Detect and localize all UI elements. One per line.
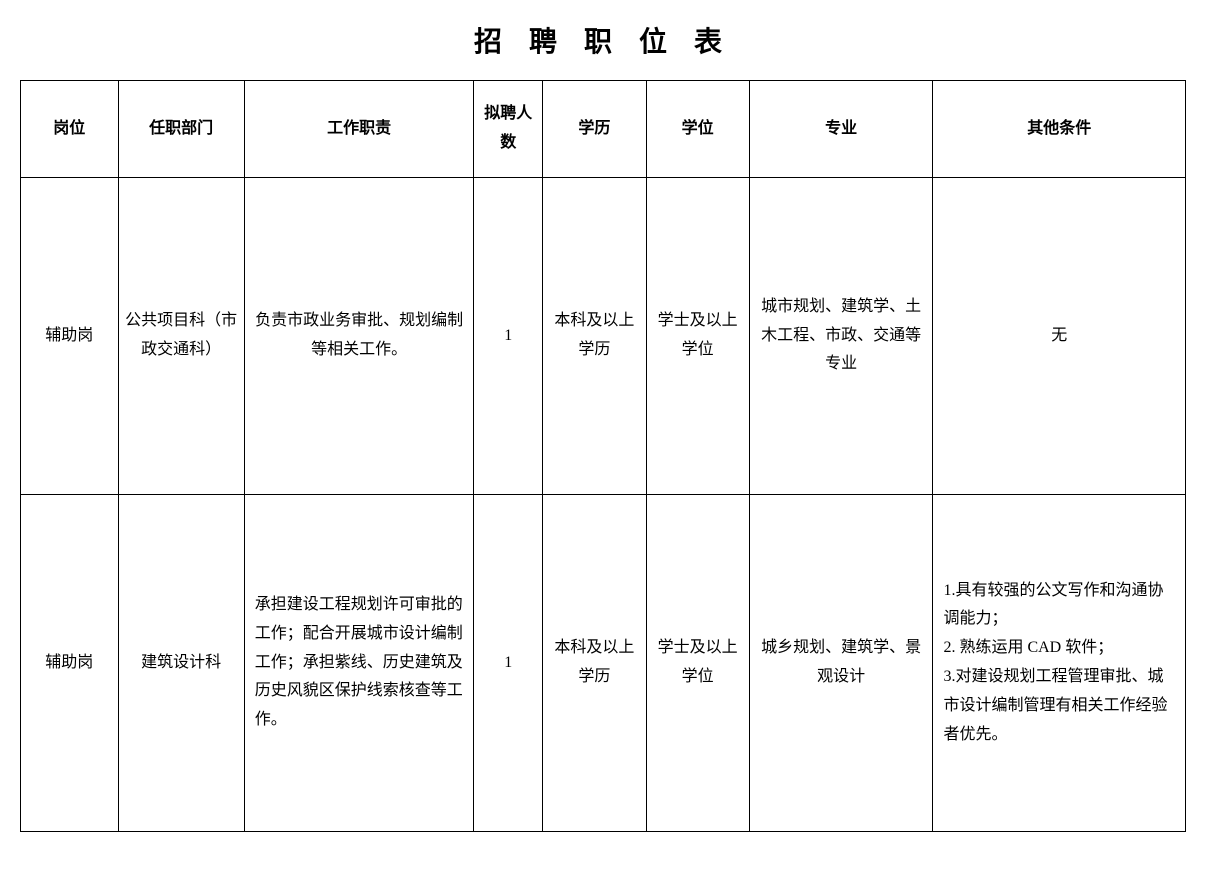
recruitment-table: 岗位 任职部门 工作职责 拟聘人数 学历 学位 专业 其他条件 辅助岗 公共项目…	[20, 80, 1186, 832]
cell-major: 城市规划、建筑学、土木工程、市政、交通等专业	[749, 178, 933, 495]
cell-position: 辅助岗	[21, 495, 119, 832]
header-position: 岗位	[21, 81, 119, 178]
header-duty: 工作职责	[244, 81, 474, 178]
header-major: 专业	[749, 81, 933, 178]
cell-education: 本科及以上学历	[543, 178, 646, 495]
cell-count: 1	[474, 178, 543, 495]
cell-education: 本科及以上学历	[543, 495, 646, 832]
cell-count: 1	[474, 495, 543, 832]
table-row: 辅助岗 公共项目科（市政交通科） 负责市政业务审批、规划编制等相关工作。 1 本…	[21, 178, 1186, 495]
header-department: 任职部门	[118, 81, 244, 178]
header-education: 学历	[543, 81, 646, 178]
cell-position: 辅助岗	[21, 178, 119, 495]
cell-other: 无	[933, 178, 1186, 495]
cell-major: 城乡规划、建筑学、景观设计	[749, 495, 933, 832]
header-count: 拟聘人数	[474, 81, 543, 178]
cell-duty: 承担建设工程规划许可审批的工作；配合开展城市设计编制工作；承担紫线、历史建筑及历…	[244, 495, 474, 832]
table-header-row: 岗位 任职部门 工作职责 拟聘人数 学历 学位 专业 其他条件	[21, 81, 1186, 178]
header-other: 其他条件	[933, 81, 1186, 178]
document-container: 招 聘 职 位 表 岗位 任职部门 工作职责 拟聘人数 学历 学位 专业 其他条…	[20, 20, 1186, 832]
cell-other: 1.具有较强的公文写作和沟通协调能力；2. 熟练运用 CAD 软件；3.对建设规…	[933, 495, 1186, 832]
header-degree: 学位	[646, 81, 749, 178]
cell-department: 建筑设计科	[118, 495, 244, 832]
cell-degree: 学士及以上学位	[646, 495, 749, 832]
table-row: 辅助岗 建筑设计科 承担建设工程规划许可审批的工作；配合开展城市设计编制工作；承…	[21, 495, 1186, 832]
cell-duty: 负责市政业务审批、规划编制等相关工作。	[244, 178, 474, 495]
cell-department: 公共项目科（市政交通科）	[118, 178, 244, 495]
cell-degree: 学士及以上学位	[646, 178, 749, 495]
page-title: 招 聘 职 位 表	[20, 20, 1186, 60]
